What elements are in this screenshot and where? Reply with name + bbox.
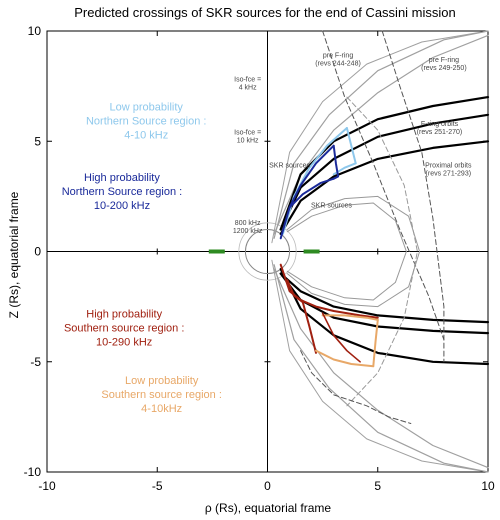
annotation-text: (revs 244-248) bbox=[315, 60, 361, 67]
series-line-18 bbox=[281, 127, 348, 235]
x-tick-label: -10 bbox=[38, 479, 56, 493]
y-axis-label: Z (Rs), equatorial frame bbox=[7, 191, 21, 318]
series-line-28 bbox=[321, 314, 379, 321]
saturn-ring-circle bbox=[244, 228, 291, 275]
annotation-text: F-ring orbits bbox=[421, 121, 459, 128]
spacecraft-marker bbox=[303, 249, 320, 254]
region-label: High probability bbox=[84, 172, 160, 184]
y-tick-label: 10 bbox=[28, 24, 42, 38]
series-line-27 bbox=[315, 349, 375, 368]
series-line-10 bbox=[279, 272, 490, 335]
chart-title: Predicted crossings of SKR sources for t… bbox=[74, 5, 456, 20]
series-line-21 bbox=[279, 144, 335, 240]
annotation-text: (revs 251-270) bbox=[417, 129, 463, 136]
annotation-text: 800 kHz bbox=[235, 220, 261, 227]
series-line-25 bbox=[301, 301, 317, 354]
series-line-4 bbox=[273, 264, 489, 473]
region-label: 10-290 kHz bbox=[96, 337, 152, 349]
region-label: High probability bbox=[86, 309, 162, 321]
annotation-text: SKR sources bbox=[269, 163, 310, 170]
series-line-16 bbox=[286, 195, 421, 308]
y-tick-label: -5 bbox=[30, 355, 41, 369]
region-label: Northern Source region : bbox=[86, 115, 206, 127]
series-line-12 bbox=[322, 30, 445, 341]
region-label: Northern Source region : bbox=[62, 186, 182, 198]
annotation-text: Iso-fce = bbox=[234, 130, 261, 137]
annotation-text: pre F-ring bbox=[429, 57, 459, 64]
annotation-text: 4 kHz bbox=[239, 85, 257, 92]
series-lines bbox=[238, 30, 490, 473]
annotation-text: 10 kHz bbox=[237, 138, 259, 145]
series-line-7 bbox=[279, 113, 490, 231]
region-labels: Low probability Northern Source region : 4… bbox=[62, 101, 222, 414]
region-label: Southern source region : bbox=[64, 323, 184, 335]
x-tick-label: -5 bbox=[152, 479, 163, 493]
spacecraft-marker bbox=[208, 249, 225, 254]
series-line-1 bbox=[273, 30, 489, 239]
annotation-text: (revs 249-250) bbox=[421, 65, 467, 72]
x-tick-label: 10 bbox=[481, 479, 495, 493]
markers bbox=[208, 249, 320, 254]
region-label: 4-10 kHz bbox=[124, 129, 168, 141]
series-line-15 bbox=[300, 350, 412, 424]
series-line-22 bbox=[332, 144, 340, 180]
series-line-6 bbox=[279, 95, 490, 231]
y-tick-label: -10 bbox=[24, 465, 42, 479]
annotation-text: SKR sources bbox=[311, 202, 352, 209]
series-line-17 bbox=[286, 202, 407, 301]
series-line-23 bbox=[288, 177, 335, 209]
region-label: Southern source region : bbox=[101, 389, 221, 401]
y-tick-label: 0 bbox=[34, 245, 41, 259]
annotation-text: Proximal orbits bbox=[425, 163, 472, 170]
x-tick-label: 0 bbox=[264, 479, 271, 493]
y-tick-label: 5 bbox=[34, 134, 41, 148]
series-line-30 bbox=[321, 312, 361, 363]
series-line-26 bbox=[286, 279, 304, 304]
series-line-2 bbox=[271, 30, 489, 244]
x-axis-label: ρ (Rs), equatorial frame bbox=[205, 501, 332, 515]
annotation-text: Iso-fce = bbox=[234, 77, 261, 84]
region-label: Low probability bbox=[125, 375, 199, 387]
region-label: 4-10kHz bbox=[141, 403, 182, 415]
series-line-11 bbox=[279, 268, 490, 366]
series-line-5 bbox=[271, 259, 489, 473]
series-line-24 bbox=[279, 263, 379, 319]
series-line-14 bbox=[346, 96, 418, 407]
x-tick-label: 5 bbox=[374, 479, 381, 493]
series-line-3 bbox=[273, 268, 489, 469]
saturn-ring-circle bbox=[238, 222, 297, 281]
region-label: Low probability bbox=[110, 101, 184, 113]
series-line-9 bbox=[279, 272, 490, 324]
annotation-text: (revs 271-293) bbox=[426, 171, 472, 178]
series-line-29 bbox=[372, 318, 379, 368]
series-line-19 bbox=[345, 127, 357, 165]
annotations: pre F-ring(revs 244-248)pre F-ring(revs … bbox=[233, 52, 472, 235]
series-line-8 bbox=[279, 140, 490, 235]
annotation-text: pre F-ring bbox=[323, 52, 353, 59]
tick-labels: -10 -5 0 5 10 -10 -5 0 5 10 bbox=[24, 24, 495, 493]
series-line-13 bbox=[381, 30, 445, 363]
annotation-text: 1200 kHz bbox=[233, 228, 263, 235]
region-label: 10-200 kHz bbox=[94, 200, 150, 212]
